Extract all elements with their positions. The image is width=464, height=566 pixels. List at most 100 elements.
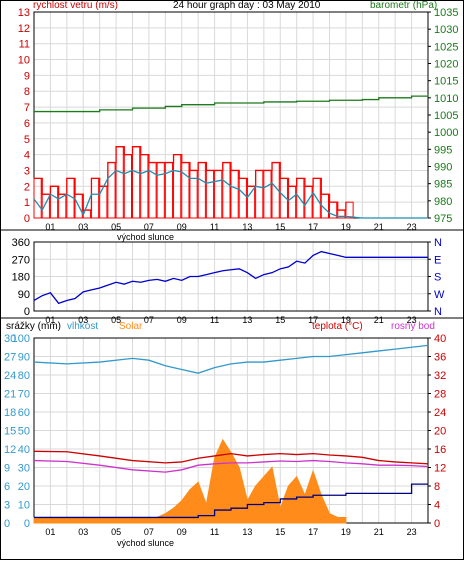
y-right-tick-label: 1030 — [434, 24, 458, 36]
wind-gust-bar — [33, 177, 42, 219]
x-tick-label: 15 — [275, 315, 285, 325]
x-tick-label: 11 — [210, 222, 219, 232]
y-left-outer-tick-label: 9 — [4, 463, 10, 475]
x-tick-label: 19 — [341, 222, 351, 232]
y-left-tick-label: 11 — [19, 39, 30, 51]
y-right-tick-label: 28 — [434, 389, 446, 401]
chart-title: 24 hour graph day : 03 May 2010 — [173, 0, 321, 11]
y-left-outer-tick-label: 3 — [4, 500, 10, 512]
x-tick-label: 21 — [374, 315, 384, 325]
wind-axis-label: rychlost vetru (m/s) — [33, 0, 119, 11]
wind-gust-bar — [263, 169, 272, 219]
y-right-tick-label: 1005 — [434, 110, 458, 122]
y-left-tick-label: 8 — [24, 86, 30, 98]
y-left-tick-label: 0 — [24, 213, 30, 225]
y-left-tick-label: 10 — [18, 55, 30, 67]
y-left-tick-label: 6 — [24, 118, 30, 130]
y-left-tick-label: 5 — [24, 134, 30, 146]
x-tick-label: 11 — [210, 527, 219, 537]
humidity-legend: vlhkost — [67, 321, 99, 332]
wind-gust-bar — [90, 177, 100, 219]
y-right-tick-label: 1015 — [434, 76, 458, 88]
y-right-tick-label: N — [434, 237, 442, 249]
x-tick-label: 11 — [210, 315, 219, 325]
x-tick-label: 15 — [275, 222, 285, 232]
y-right-tick-label: S — [434, 272, 441, 284]
y-right-tick-label: 990 — [434, 162, 452, 174]
y-left-tick-label: 30 — [18, 463, 30, 475]
y-right-tick-label: 12 — [434, 463, 446, 475]
y-left-outer-tick-label: 0 — [4, 518, 10, 530]
dew-point-line — [33, 459, 429, 473]
x-tick-label: 01 — [45, 222, 55, 232]
x-tick-label: 13 — [242, 527, 252, 537]
x-tick-label: 17 — [308, 315, 318, 325]
x-tick-label: 09 — [177, 527, 187, 537]
wind-gust-bar — [230, 169, 239, 219]
y-right-tick-label: 1025 — [434, 41, 458, 53]
rain-axis-label: srážky (mm) — [6, 321, 61, 332]
y-left-tick-label: 80 — [18, 370, 30, 382]
y-right-tick-label: 8 — [434, 481, 440, 493]
y-right-tick-label: 20 — [434, 426, 446, 438]
y-left-tick-label: 180 — [12, 272, 30, 284]
x-tick-label: 05 — [111, 222, 121, 232]
y-left-tick-label: 60 — [18, 407, 30, 419]
y-left-tick-label: 2 — [24, 181, 30, 193]
y-left-outer-tick-label: 6 — [4, 481, 10, 493]
wind-gust-bar — [255, 169, 264, 219]
x-tick-label: 17 — [308, 222, 318, 232]
x-tick-label: 09 — [177, 315, 187, 325]
y-left-outer-tick-label: 21 — [4, 389, 16, 401]
y-right-tick-label: 32 — [434, 370, 446, 382]
x-tick-label: 03 — [78, 315, 88, 325]
x-tick-label: 13 — [242, 315, 252, 325]
y-left-outer-tick-label: 12 — [4, 444, 16, 456]
dew-legend: rosný bod — [391, 321, 435, 332]
y-left-tick-label: 270 — [12, 254, 30, 266]
x-tick-label: 21 — [374, 222, 384, 232]
plot-frame — [33, 241, 429, 312]
y-right-tick-label: 1010 — [434, 93, 458, 105]
y-left-tick-label: 9 — [24, 70, 30, 82]
x-tick-label: 09 — [177, 222, 187, 232]
x-tick-label: 07 — [144, 222, 154, 232]
wind-gust-bar — [238, 177, 247, 219]
temperature-line — [33, 450, 429, 465]
y-left-tick-label: 1 — [24, 197, 30, 209]
wind-gust-bar — [189, 169, 198, 219]
y-right-tick-label: 1035 — [434, 7, 458, 19]
x-tick-label: 21 — [374, 527, 384, 537]
y-left-tick-label: 4 — [24, 150, 30, 162]
y-left-outer-tick-label: 15 — [4, 426, 16, 438]
y-left-tick-label: 20 — [18, 481, 30, 493]
y-right-tick-label: 16 — [434, 444, 446, 456]
y-left-tick-label: 0 — [24, 306, 30, 318]
y-left-outer-tick-label: 18 — [4, 407, 16, 419]
x-tick-label: 13 — [242, 222, 252, 232]
y-left-outer-tick-label: 27 — [4, 352, 16, 364]
y-right-tick-label: 985 — [434, 179, 452, 191]
y-right-tick-label: 40 — [434, 333, 446, 345]
y-left-outer-tick-label: 30 — [4, 333, 16, 345]
y-right-tick-label: N — [434, 306, 442, 318]
solar-legend: Solar — [119, 321, 143, 332]
x-tick-label: 01 — [45, 315, 55, 325]
x-tick-label: 17 — [308, 527, 318, 537]
x-tick-label: 23 — [407, 222, 417, 232]
x-tick-label: 07 — [144, 527, 154, 537]
sunrise-label-top: východ slunce — [117, 232, 175, 242]
y-left-tick-label: 10 — [18, 500, 30, 512]
x-tick-label: 23 — [407, 527, 417, 537]
x-tick-label: 19 — [341, 527, 351, 537]
wind-gust-bar — [214, 169, 223, 219]
y-right-tick-label: 980 — [434, 196, 452, 208]
rain-line — [34, 483, 428, 519]
wind-direction-line — [33, 250, 428, 305]
y-right-tick-label: 0 — [434, 518, 440, 530]
y-left-tick-label: 3 — [24, 165, 30, 177]
y-right-tick-label: 4 — [434, 500, 440, 512]
y-left-tick-label: 100 — [12, 333, 30, 345]
